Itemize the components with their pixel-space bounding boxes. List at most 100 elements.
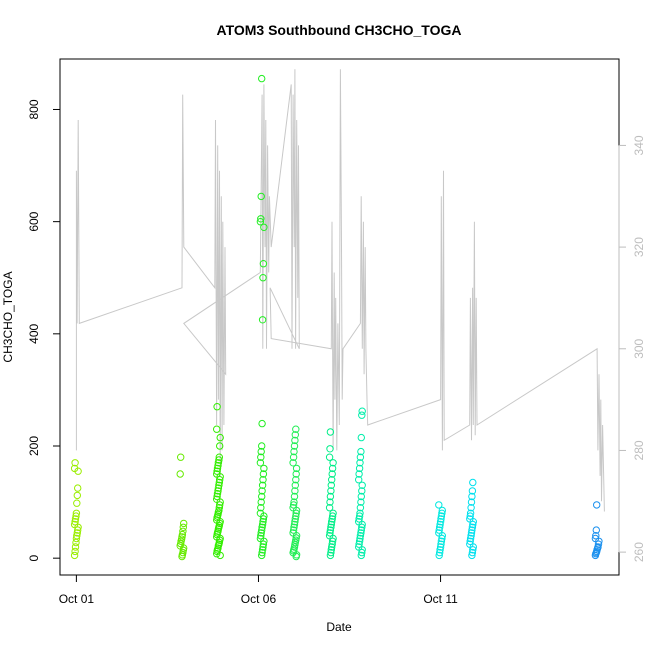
y2-tick-label: 260: [632, 542, 646, 562]
y-tick-label: 400: [27, 323, 41, 343]
data-point: [594, 543, 602, 551]
data-point: [326, 529, 334, 537]
data-point: [292, 464, 301, 473]
data-point: [357, 492, 365, 501]
data-point: [73, 491, 82, 500]
data-point: [257, 192, 265, 201]
data-point: [435, 551, 443, 560]
data-point: [355, 537, 364, 545]
data-point: [358, 523, 366, 531]
data-point: [257, 215, 265, 223]
data-point: [466, 537, 474, 545]
data-point: [291, 515, 299, 523]
data-point: [256, 534, 265, 543]
data-point: [436, 520, 444, 529]
data-point: [325, 453, 334, 461]
data-point: [215, 478, 224, 487]
data-point: [355, 518, 363, 526]
y2-tick-label: 280: [632, 440, 646, 460]
data-point: [357, 551, 365, 560]
data-point: [257, 504, 265, 512]
data-point: [289, 504, 297, 512]
data-point: [70, 464, 79, 473]
data-point: [291, 481, 299, 489]
data-point: [356, 509, 364, 517]
data-point: [258, 487, 266, 495]
data-point: [327, 548, 335, 557]
data-point: [71, 543, 80, 551]
data-point: [437, 540, 445, 548]
data-point: [438, 509, 446, 517]
data-point: [290, 447, 298, 456]
data-point: [259, 540, 268, 548]
data-point: [214, 487, 222, 495]
data-point: [592, 532, 600, 540]
data-point: [437, 537, 446, 545]
data-point: [436, 523, 444, 531]
data-point: [467, 532, 475, 540]
data-point: [328, 476, 336, 484]
data-point: [357, 447, 365, 456]
data-point: [358, 487, 366, 495]
data-point: [179, 523, 188, 531]
data-point: [466, 534, 475, 543]
y-tick-label: 600: [27, 211, 41, 231]
data-point: [259, 543, 267, 551]
data-point: [291, 518, 299, 526]
data-point: [436, 543, 445, 551]
data-point: [291, 436, 299, 445]
data-point: [71, 459, 79, 467]
data-point: [292, 470, 300, 478]
data-point: [216, 442, 224, 450]
data-point: [216, 433, 224, 442]
data-point: [70, 520, 79, 529]
data-point: [326, 551, 335, 560]
data-point: [436, 548, 444, 557]
data-point: [216, 501, 224, 509]
data-point: [73, 532, 81, 540]
data-point: [71, 547, 79, 556]
data-point: [358, 407, 366, 415]
data-point: [259, 515, 268, 523]
data-point: [327, 487, 335, 495]
data-point: [355, 515, 363, 523]
data-point: [290, 523, 298, 531]
data-point: [258, 526, 266, 534]
data-point: [328, 540, 336, 548]
data-point: [259, 518, 267, 526]
data-point: [256, 459, 265, 467]
data-point: [258, 492, 266, 501]
x-tick-label: Oct 06: [241, 592, 277, 606]
data-point: [258, 316, 267, 324]
data-point: [213, 425, 221, 433]
data-point: [468, 523, 477, 531]
data-point: [467, 529, 476, 537]
data-point: [72, 512, 80, 520]
data-point: [214, 459, 223, 467]
data-point: [326, 526, 335, 534]
data-point: [72, 509, 81, 517]
data-point: [258, 551, 266, 560]
data-point: [258, 481, 267, 489]
series-line-layer: [75, 69, 605, 512]
data-point: [468, 548, 477, 557]
y-tick-label: 800: [27, 99, 41, 119]
data-point: [328, 464, 337, 473]
data-point: [355, 512, 364, 520]
x-axis-label: Date: [326, 620, 352, 634]
data-point: [435, 501, 443, 509]
y-tick-label: 200: [27, 436, 41, 456]
data-point: [467, 498, 476, 506]
data-point: [327, 481, 335, 489]
data-point: [437, 512, 446, 520]
data-point: [355, 476, 363, 484]
data-point: [290, 492, 299, 501]
data-point: [328, 470, 336, 478]
data-point: [435, 529, 443, 537]
data-point: [438, 534, 446, 543]
data-point: [436, 518, 445, 526]
data-point: [358, 548, 366, 557]
data-point: [215, 453, 224, 461]
data-point: [468, 492, 476, 501]
data-point: [257, 498, 265, 506]
